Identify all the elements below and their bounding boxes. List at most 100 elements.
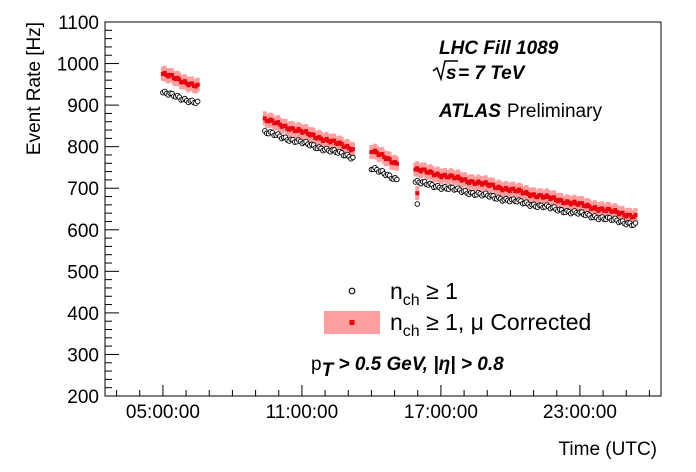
corrected-point <box>552 195 557 200</box>
corrected-point <box>592 205 597 210</box>
corrected-point <box>524 189 529 194</box>
corrected-point <box>345 143 350 148</box>
cut-sub: T <box>322 360 335 381</box>
legend-corr-sub: ch <box>403 323 420 340</box>
corrected-point <box>546 194 551 199</box>
corrected-point <box>531 192 536 197</box>
corrected-point <box>615 210 620 215</box>
corrected-point <box>195 82 200 87</box>
preliminary-text: Preliminary <box>507 101 603 122</box>
legend-corr-rest: ≥ 1, μ Corrected <box>420 309 592 335</box>
atlas-text: ATLAS <box>438 101 501 122</box>
energy-annotation: s = 7 TeV <box>432 60 526 84</box>
corrected-point <box>435 171 440 176</box>
cut-label: pT > 0.5 GeV, |η| > 0.8 <box>311 354 504 381</box>
corrected-point <box>350 147 355 152</box>
legend-entry-raw: nch ≥ 1 <box>390 278 458 309</box>
x-tick-label: 11:00:00 <box>266 402 339 423</box>
plot-frame <box>104 21 662 397</box>
fill-annotation: LHC Fill 1089 <box>439 38 559 59</box>
corrected-point <box>304 129 309 134</box>
corrected-point <box>177 77 182 82</box>
x-axis: 05:00:00 11:00:00 17:00:00 23:00:00 <box>116 385 650 423</box>
corrected-point <box>290 126 295 131</box>
corrected-point <box>332 138 337 143</box>
corrected-point <box>498 186 503 191</box>
energy-value-text: = 7 TeV <box>458 63 526 84</box>
x-tick-label: 17:00:00 <box>404 402 478 423</box>
corrected-point <box>324 136 329 141</box>
corrected-point <box>170 73 175 78</box>
corrected-point <box>633 213 638 218</box>
corrected-point <box>182 79 187 84</box>
corrected-point <box>450 173 455 178</box>
corrected-point <box>443 172 448 177</box>
corrected-point <box>607 207 612 212</box>
y-tick-label: 200 <box>67 387 99 408</box>
raw-point <box>632 220 639 226</box>
corrected-point <box>347 146 352 151</box>
y-tick-label: 400 <box>67 304 99 325</box>
data-layer <box>160 65 639 229</box>
raw-point <box>414 201 421 207</box>
corrected-point <box>613 208 618 213</box>
y-tick-label: 600 <box>67 221 99 242</box>
corrected-point <box>311 132 316 137</box>
corrected-point <box>455 174 460 179</box>
corrected-point <box>270 118 275 123</box>
energy-sqrt-text: s <box>446 63 457 84</box>
corrected-point <box>511 186 516 191</box>
y-tick-label: 900 <box>67 96 99 117</box>
corrected-point <box>483 180 488 185</box>
y-axis-title: Event Rate [Hz] <box>24 22 45 155</box>
y-axis: 200 300 400 500 600 700 800 900 1000 1100 <box>57 13 119 408</box>
corrected-point <box>600 206 605 211</box>
legend-marker-open-circle <box>348 287 356 295</box>
legend-raw-sub: ch <box>403 292 420 309</box>
corrected-point <box>339 141 344 146</box>
y-tick-label: 1000 <box>57 55 99 76</box>
sqrt-symbol <box>432 60 458 82</box>
corrected-point <box>620 210 625 215</box>
corrected-point <box>446 175 451 180</box>
corrected-point <box>587 204 592 209</box>
corrected-point <box>470 179 475 184</box>
corrected-point <box>518 188 523 193</box>
corrected-point <box>275 120 280 125</box>
raw-point <box>194 98 201 105</box>
corrected-point <box>539 193 544 198</box>
corrected-point <box>430 170 435 175</box>
corrected-point <box>535 195 540 200</box>
corrected-point <box>387 157 392 162</box>
cut-p: p <box>311 354 322 375</box>
corrected-point <box>380 152 385 157</box>
y-tick-label: 300 <box>67 345 99 366</box>
corrected-point <box>457 176 462 181</box>
corrected-point <box>262 116 267 121</box>
corrected-point <box>463 177 468 182</box>
y-tick-label: 800 <box>67 138 99 159</box>
corrected-point <box>415 191 420 196</box>
y-tick-label: 500 <box>67 262 99 283</box>
corrected-point <box>277 122 282 127</box>
corrected-point <box>603 208 608 213</box>
corrected-point <box>559 198 564 203</box>
legend-corr-main: n <box>390 309 403 335</box>
raw-point <box>394 176 400 183</box>
atlas-label: ATLAS Preliminary <box>438 101 602 122</box>
corrected-point <box>491 182 496 187</box>
corrected-point <box>162 70 167 75</box>
legend-raw-rest: ≥ 1 <box>420 278 458 304</box>
legend-entry-corrected: nch ≥ 1, μ Corrected <box>390 309 591 340</box>
y-tick-label: 1100 <box>58 13 99 34</box>
corrected-point <box>298 128 303 133</box>
x-axis-title: Time (UTC) <box>559 439 658 460</box>
corrected-point <box>394 161 399 166</box>
corrected-point <box>422 167 427 172</box>
legend: nch ≥ 1 nch ≥ 1, μ Corrected <box>324 278 591 340</box>
legend-marker-square <box>349 320 355 325</box>
corrected-point <box>579 201 584 206</box>
corrected-point <box>190 81 195 86</box>
x-tick-label: 23:00:00 <box>543 402 617 423</box>
